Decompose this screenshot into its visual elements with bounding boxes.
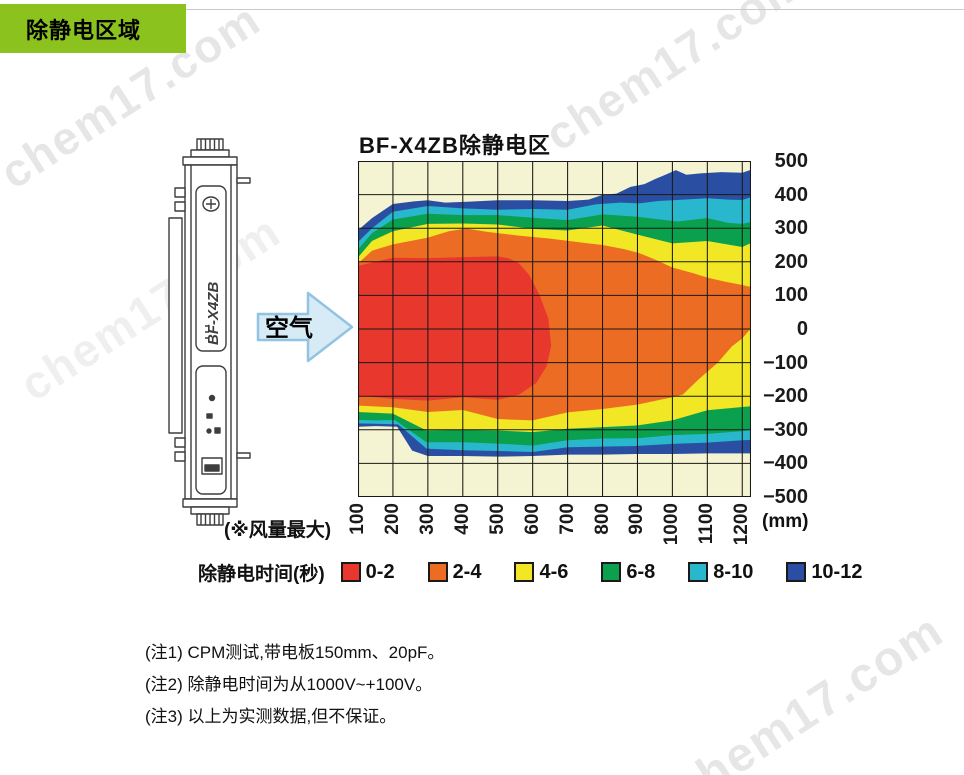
legend-label: 8-10 xyxy=(713,560,754,583)
contour-plot xyxy=(358,161,751,497)
y-tick-label: 0 xyxy=(796,318,808,340)
legend-item-4-6: 4-6 xyxy=(514,561,568,584)
x-tick-label: 1200 xyxy=(731,503,753,546)
legend-label: 10-12 xyxy=(811,560,863,583)
ionizer-device-drawing: BF-X4ZB xyxy=(168,138,251,526)
device-name-plate xyxy=(195,185,227,352)
y-axis-unit-label: (mm) xyxy=(762,511,809,532)
y-tick-label: 100 xyxy=(774,284,808,307)
x-tick-label: 1000 xyxy=(661,503,683,546)
y-tick-label: 300 xyxy=(774,217,808,240)
legend-label: 4-6 xyxy=(539,560,569,583)
x-tick-label: 300 xyxy=(416,503,438,535)
top-divider xyxy=(186,9,964,10)
legend-swatch xyxy=(786,562,807,582)
legend-swatch xyxy=(514,562,535,582)
section-badge-label: 除静电区域 xyxy=(26,17,142,43)
watermark-text: chem17.com xyxy=(535,0,815,161)
device-mount-tab xyxy=(174,451,186,462)
ionizer-device-illustration: BF-X4ZB xyxy=(160,138,260,528)
device-mount-tab xyxy=(174,201,186,212)
footnote-2: (注2) 除静电时间为从1000V~+100V。 xyxy=(145,675,433,694)
footnotes: (注1) CPM测试,带电板150mm、20pF。 (注2) 除静电时间为从10… xyxy=(145,637,444,733)
y-axis-tick-labels: 500 400 300 200 100 0 −100 −200 −300 −400 −500 xyxy=(758,150,808,508)
legend-swatch xyxy=(688,562,709,582)
y-tick-label: −400 xyxy=(762,452,808,475)
x-tick-label: 500 xyxy=(486,503,508,535)
legend: 除静电时间(秒) 0-2 2-4 4-6 6-8 8-10 10-12 xyxy=(198,559,918,585)
x-axis-note: (※风量最大) xyxy=(224,520,332,541)
device-indicator-dot xyxy=(208,394,216,402)
watermark-text: chem17.com xyxy=(663,603,954,775)
legend-label: 0-2 xyxy=(365,560,395,583)
x-tick-label: 700 xyxy=(556,503,578,535)
legend-swatch xyxy=(340,562,361,582)
legend-swatch xyxy=(601,562,622,582)
device-model-label: BF-X4ZB xyxy=(205,282,222,346)
legend-label: 6-8 xyxy=(626,560,656,583)
air-flow-arrow: 空气 xyxy=(256,286,356,368)
air-arrow-label: 空气 xyxy=(265,314,313,342)
x-axis-tick-labels: 100 200 300 400 500 600 700 800 900 1000 1100 1200 xyxy=(347,501,753,561)
y-tick-label: 400 xyxy=(774,183,808,206)
y-tick-label: −200 xyxy=(762,385,808,408)
device-side-rail xyxy=(168,217,183,434)
legend-item-6-8: 6-8 xyxy=(601,561,655,584)
footnote-1: (注1) CPM测试,带电板150mm、20pF。 xyxy=(145,643,445,662)
air-arrow-shape xyxy=(256,291,354,363)
legend-swatch xyxy=(427,562,448,582)
x-tick-label: 100 xyxy=(347,503,368,535)
legend-item-2-4: 2-4 xyxy=(427,560,482,584)
contour-plot-canvas xyxy=(358,161,751,497)
x-tick-label: 600 xyxy=(521,503,543,535)
x-tick-label: 900 xyxy=(626,503,648,535)
y-tick-label: 500 xyxy=(774,150,808,172)
legend-label: 2-4 xyxy=(452,560,482,583)
y-tick-label: 200 xyxy=(774,250,808,273)
device-mount-tab xyxy=(174,437,186,448)
x-tick-label: 400 xyxy=(451,503,473,535)
legend-title: 除静电时间(秒) xyxy=(198,563,325,585)
y-tick-label: −100 xyxy=(762,351,808,374)
legend-item-0-2: 0-2 xyxy=(340,560,395,584)
footnote-3: (注3) 以上为实测数据,但不保证。 xyxy=(145,707,397,726)
x-tick-label: 800 xyxy=(591,503,613,535)
y-tick-label: −300 xyxy=(762,418,808,441)
legend-item-10-12: 10-12 xyxy=(786,561,862,584)
y-tick-label: −500 xyxy=(762,486,808,508)
legend-item-8-10: 8-10 xyxy=(688,561,753,584)
x-tick-label: 200 xyxy=(381,503,403,535)
device-mount-tab xyxy=(174,187,186,198)
section-badge: 除静电区域 xyxy=(0,4,186,53)
x-tick-label: 1100 xyxy=(696,503,718,545)
chart-title: BF-X4ZB除静电区 xyxy=(359,133,551,158)
